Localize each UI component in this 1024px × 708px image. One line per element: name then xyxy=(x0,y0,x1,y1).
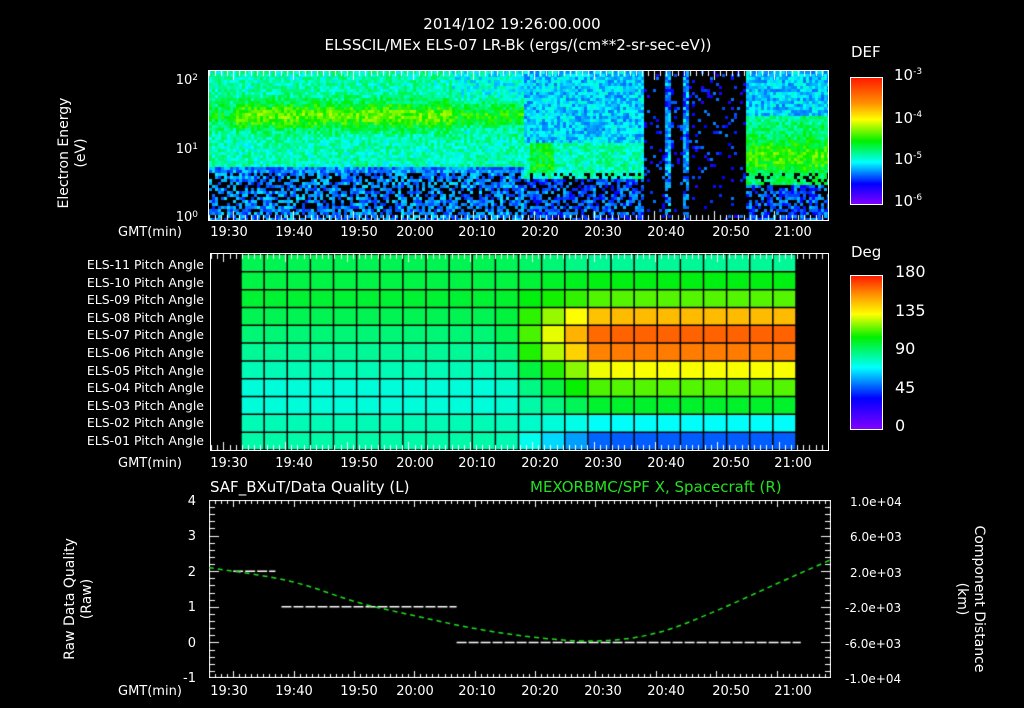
time-tick-label: 19:50 xyxy=(340,684,378,699)
energy-spectrogram-plot[interactable] xyxy=(208,70,829,221)
time-tick-label: 19:50 xyxy=(340,225,378,240)
pitch-row-label: ELS-11 Pitch Angle xyxy=(86,257,204,272)
pitch-row-label: ELS-01 Pitch Angle xyxy=(86,433,204,448)
pitch-row-label: ELS-10 Pitch Angle xyxy=(86,274,204,290)
deg-tick-label: 45 xyxy=(895,377,916,397)
def-colorbar-title: DEF xyxy=(851,43,881,61)
time-axis-label-1: GMT(min) xyxy=(118,225,182,240)
pitch-row-label: ELS-03 Pitch Angle xyxy=(86,397,204,413)
distance-tick-label: 2.0e+03 xyxy=(850,565,902,580)
quality-tick-label: 2 xyxy=(187,564,196,580)
deg-colorbar xyxy=(850,275,883,430)
time-tick-label: 20:00 xyxy=(396,684,434,699)
distance-tick-label: -6.0e+03 xyxy=(845,636,902,651)
pitch-angle-canvas xyxy=(211,254,828,450)
time-tick-label: 19:40 xyxy=(275,456,313,471)
energy-axis-label: Electron Energy (eV) xyxy=(56,68,90,238)
time-tick-label: 20:30 xyxy=(584,684,622,699)
time-tick-label: 20:10 xyxy=(458,684,496,699)
time-tick-label: 20:20 xyxy=(521,684,559,699)
time-tick-label: 20:00 xyxy=(396,225,434,240)
def-colorbar xyxy=(850,77,883,205)
time-tick-label: 20:50 xyxy=(712,456,750,471)
deg-tick-label: 135 xyxy=(895,300,926,320)
distance-tick-label: -1.0e+04 xyxy=(845,672,902,686)
energy-tick-1: 100 xyxy=(175,210,198,225)
distance-tick-label: 1.0e+04 xyxy=(850,495,902,509)
distance-axis-label-line2: (km) xyxy=(954,582,970,616)
time-tick-label: 20:20 xyxy=(521,225,559,240)
time-tick-label: 20:10 xyxy=(458,456,496,471)
time-tick-label: 20:50 xyxy=(712,225,750,240)
quality-series-title: SAF_BXuT/Data Quality (L) xyxy=(210,478,410,496)
energy-axis-ticks xyxy=(209,71,828,220)
time-tick-label: 21:00 xyxy=(774,225,812,240)
time-tick-label: 20:40 xyxy=(647,225,685,240)
pitch-row-label: ELS-02 Pitch Angle xyxy=(86,415,204,431)
time-tick-label: 21:00 xyxy=(774,456,812,471)
deg-colorbar-title: Deg xyxy=(851,243,882,261)
quality-tick-label: 3 xyxy=(187,529,196,545)
time-tick-label: 20:50 xyxy=(712,684,750,699)
time-tick-label: 21:00 xyxy=(774,684,812,699)
def-tick-1e-3: 10-3 xyxy=(894,66,923,84)
pitch-row-label: ELS-06 Pitch Angle xyxy=(86,345,204,360)
distance-tick-label: -2.0e+03 xyxy=(845,601,902,616)
quality-tick-label: 1 xyxy=(187,600,196,616)
deg-tick-label: 0 xyxy=(895,416,906,435)
energy-axis-label-line1: Electron Energy xyxy=(56,97,72,209)
energy-axis-label-line2: (eV) xyxy=(73,138,89,168)
time-tick-label: 19:30 xyxy=(210,456,248,471)
plot-subtitle: ELSSCIL/MEx ELS-07 LR-Bk (ergs/(cm**2-sr… xyxy=(324,36,712,54)
time-axis-label-3: GMT(min) xyxy=(118,684,182,699)
quality-distance-line-plot[interactable] xyxy=(209,500,831,678)
time-tick-label: 19:30 xyxy=(210,684,248,699)
pitch-row-label: ELS-07 Pitch Angle xyxy=(86,327,204,343)
distance-tick-label: 6.0e+03 xyxy=(850,530,902,545)
distance-series-title: MEXORBMC/SPF X, Spacecraft (R) xyxy=(530,478,782,496)
pitch-angle-plot[interactable] xyxy=(210,253,829,451)
quality-axis-label-line2: (Raw) xyxy=(79,578,95,620)
quality-tick-label: -1 xyxy=(183,671,196,686)
def-tick-1e-5: 10-5 xyxy=(894,150,923,168)
time-tick-label: 20:20 xyxy=(521,456,559,471)
pitch-row-label: ELS-05 Pitch Angle xyxy=(86,362,204,378)
quality-tick-label: 0 xyxy=(187,635,196,651)
time-tick-label: 19:40 xyxy=(275,684,313,699)
def-tick-1e-6: 10-6 xyxy=(894,192,923,210)
time-axis-label-2: GMT(min) xyxy=(118,456,182,471)
time-tick-label: 20:00 xyxy=(396,456,434,471)
time-tick-label: 20:30 xyxy=(584,225,622,240)
time-tick-label: 20:10 xyxy=(458,225,496,240)
deg-tick-label: 90 xyxy=(895,339,916,358)
energy-tick-100: 102 xyxy=(175,73,198,88)
distance-axis-label-line1: Component Distance xyxy=(971,525,987,673)
time-tick-label: 20:40 xyxy=(647,456,685,471)
distance-axis-label: Component Distance (km) xyxy=(953,509,987,689)
time-tick-label: 19:40 xyxy=(275,225,313,240)
def-tick-1e-4: 10-4 xyxy=(894,109,923,127)
time-tick-label: 19:50 xyxy=(340,456,378,471)
quality-tick-label: 4 xyxy=(187,494,196,509)
timestamp-title: 2014/102 19:26:00.000 xyxy=(423,15,601,33)
time-tick-label: 20:30 xyxy=(584,456,622,471)
time-tick-label: 20:40 xyxy=(647,684,685,699)
quality-axis-label-line1: Raw Data Quality xyxy=(62,538,78,660)
energy-tick-10: 101 xyxy=(175,142,198,157)
time-tick-label: 19:30 xyxy=(210,225,248,240)
pitch-row-label: ELS-04 Pitch Angle xyxy=(86,380,204,396)
quality-axis-label: Raw Data Quality (Raw) xyxy=(62,524,96,674)
deg-tick-label: 180 xyxy=(895,262,926,281)
pitch-row-label: ELS-08 Pitch Angle xyxy=(86,309,204,325)
pitch-row-label: ELS-09 Pitch Angle xyxy=(86,292,204,308)
